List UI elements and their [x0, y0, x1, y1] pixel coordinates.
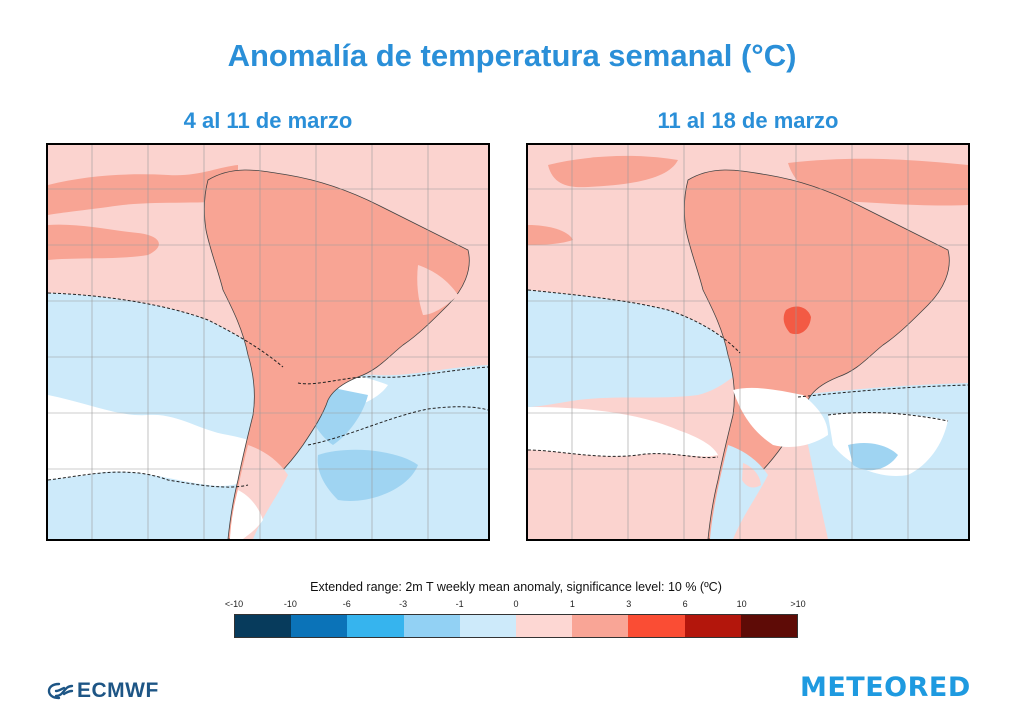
neutral-band-sw [48, 395, 288, 486]
warm-band-north-1 [548, 155, 678, 188]
legend-swatch [403, 615, 460, 637]
page-title: Anomalía de temperatura semanal (°C) [227, 38, 797, 73]
cool-ocean-pacific [528, 290, 743, 407]
map-title-week1: 4 al 11 de marzo [183, 108, 353, 133]
legend-tick-label: -10 [283, 599, 297, 609]
legend-tick-label: 0 [513, 599, 519, 609]
legend-swatch [291, 615, 348, 637]
legend-tick-label: 6 [682, 599, 688, 609]
hotspot-paraguay [783, 306, 811, 335]
brazil-coast-light [417, 265, 458, 315]
significance-contours [528, 289, 968, 459]
legend-swatch [740, 615, 798, 637]
legend-swatch [347, 615, 404, 637]
legend-tick-label: <-10 [224, 599, 244, 609]
legend-swatch [516, 615, 573, 637]
legend-tick-label: -1 [455, 599, 464, 609]
ecmwf-logo-text: ECMWF [77, 679, 159, 702]
map-week1-svg [48, 145, 488, 539]
cool-patch-se [848, 443, 898, 471]
neutral-band-sw [528, 407, 718, 457]
legend-swatch [572, 615, 629, 637]
legend-tick-label: 10 [736, 599, 747, 609]
patagonia-neutral [230, 490, 263, 539]
legend-tick-label: -3 [399, 599, 408, 609]
legend-swatch [235, 615, 292, 637]
legend-tick-label: >10 [790, 599, 806, 609]
warm-band-pacific [528, 225, 573, 245]
anomaly-map-week2 [526, 143, 970, 541]
legend-tick-label: 1 [569, 599, 575, 609]
ecmwf-logo: ECMWF [46, 679, 159, 703]
legend-tick-label: -6 [342, 599, 351, 609]
legend-caption: Extended range: 2m T weekly mean anomaly… [310, 580, 722, 594]
legend-swatch [628, 615, 685, 637]
patagonia-cool [710, 445, 768, 539]
warm-band-pacific [48, 224, 159, 260]
cool-patch-atlantic-2 [317, 449, 418, 501]
south-america-landmass [203, 169, 470, 539]
ecmwf-logo-icon [47, 682, 74, 700]
anomaly-map-week1 [46, 143, 490, 541]
lat-lon-grid [528, 145, 968, 539]
neutral-plata [733, 387, 828, 447]
map-week2-svg [528, 145, 968, 539]
legend-tick-label: 3 [626, 599, 632, 609]
legend-swatch [684, 615, 741, 637]
legend-swatch [459, 615, 517, 637]
lat-lon-grid [48, 145, 488, 539]
significance-contours [48, 292, 488, 488]
meteored-logo: METEORED [800, 672, 971, 703]
legend-tick-labels: <-10 -10 -6 -3 -1 0 1 3 6 10 >10 [0, 599, 1024, 611]
map-title-week2: 11 al 18 de marzo [657, 108, 839, 133]
legend-color-bar [234, 614, 798, 638]
south-america-landmass [683, 169, 950, 539]
warm-band-north [48, 165, 238, 215]
